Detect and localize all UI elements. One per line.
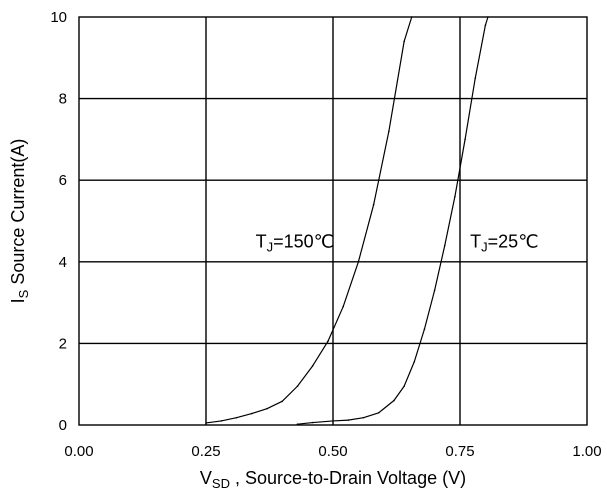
y-tick-label: 10 — [50, 9, 67, 26]
series-point-2 — [423, 328, 426, 330]
series-point-1 — [296, 385, 299, 388]
annotation-1-rest: =150℃ — [273, 231, 334, 251]
series-point-2 — [484, 24, 487, 26]
series-point-1 — [220, 420, 223, 422]
series-point-1 — [311, 365, 314, 367]
annotation-1: TJ=150℃ — [256, 231, 334, 254]
x-axis-label-rest: , Source-to-Drain Voltage (V) — [230, 468, 466, 488]
series-point-2 — [362, 416, 365, 419]
plot-frame — [78, 16, 588, 426]
series-point-1 — [357, 261, 360, 263]
series-point-2 — [474, 77, 477, 79]
series-point-1 — [327, 340, 329, 343]
label-layer: 0.00 0.25 0.50 0.75 1.00 0 2 4 6 8 10 VSD , Source-… — [8, 9, 602, 491]
series-point-1 — [205, 422, 207, 424]
series-point-1 — [266, 407, 268, 410]
series-point-2 — [464, 138, 466, 141]
series-point-1 — [342, 305, 344, 308]
x-axis-label: VSD , Source-to-Drain Voltage (V) — [200, 468, 466, 491]
annotation-2-sub: J — [481, 239, 488, 254]
series-point-1 — [372, 203, 375, 206]
series-point-2 — [454, 195, 456, 198]
x-tick-label: 0.75 — [445, 443, 474, 460]
y-tick-label: 6 — [59, 172, 67, 189]
x-tick-label: 0.00 — [64, 443, 93, 460]
annotation-1-sub: J — [267, 239, 274, 254]
series-point-2 — [332, 420, 334, 422]
series-point-2 — [377, 411, 380, 414]
annotation-2: TJ=25℃ — [470, 231, 538, 254]
series-line-1 — [205, 16, 413, 424]
series-point-2 — [403, 385, 405, 388]
axis-layer — [78, 16, 588, 426]
series-point-1 — [403, 40, 405, 43]
x-tick-label: 1.00 — [572, 443, 601, 460]
series-point-1 — [250, 412, 253, 415]
x-axis-label-main: V — [200, 468, 212, 488]
series-point-1 — [281, 400, 284, 403]
y-tick-label: 4 — [59, 254, 67, 271]
y-axis-label-rest: Source Current(A) — [8, 139, 28, 290]
y-tick-label: 8 — [59, 91, 67, 108]
series-point-1 — [388, 130, 390, 133]
series-point-2 — [443, 244, 446, 247]
series-point-2 — [433, 289, 436, 292]
y-axis-label-sub: S — [16, 289, 31, 298]
series-point-2 — [393, 399, 395, 402]
y-tick-label: 0 — [59, 417, 67, 434]
annotation-2-rest: =25℃ — [488, 231, 539, 251]
y-tick-label: 2 — [59, 335, 67, 352]
series-layer — [205, 16, 489, 425]
annotation-2-main: T — [470, 231, 481, 251]
annotation-layer: TJ=150℃ TJ=25℃ — [256, 231, 539, 254]
x-tick-label: 0.25 — [191, 443, 220, 460]
series-point-2 — [413, 360, 416, 363]
y-axis-label-main: I — [8, 298, 28, 303]
series-point-2 — [311, 421, 314, 424]
series-point-1 — [235, 416, 238, 419]
series-point-2 — [347, 419, 350, 421]
annotation-1-main: T — [256, 231, 267, 251]
y-axis-label: IS Source Current(A) — [8, 139, 31, 304]
x-axis-label-sub: SD — [212, 476, 230, 491]
grid-layer — [79, 17, 587, 425]
x-tick-label: 0.50 — [318, 443, 347, 460]
